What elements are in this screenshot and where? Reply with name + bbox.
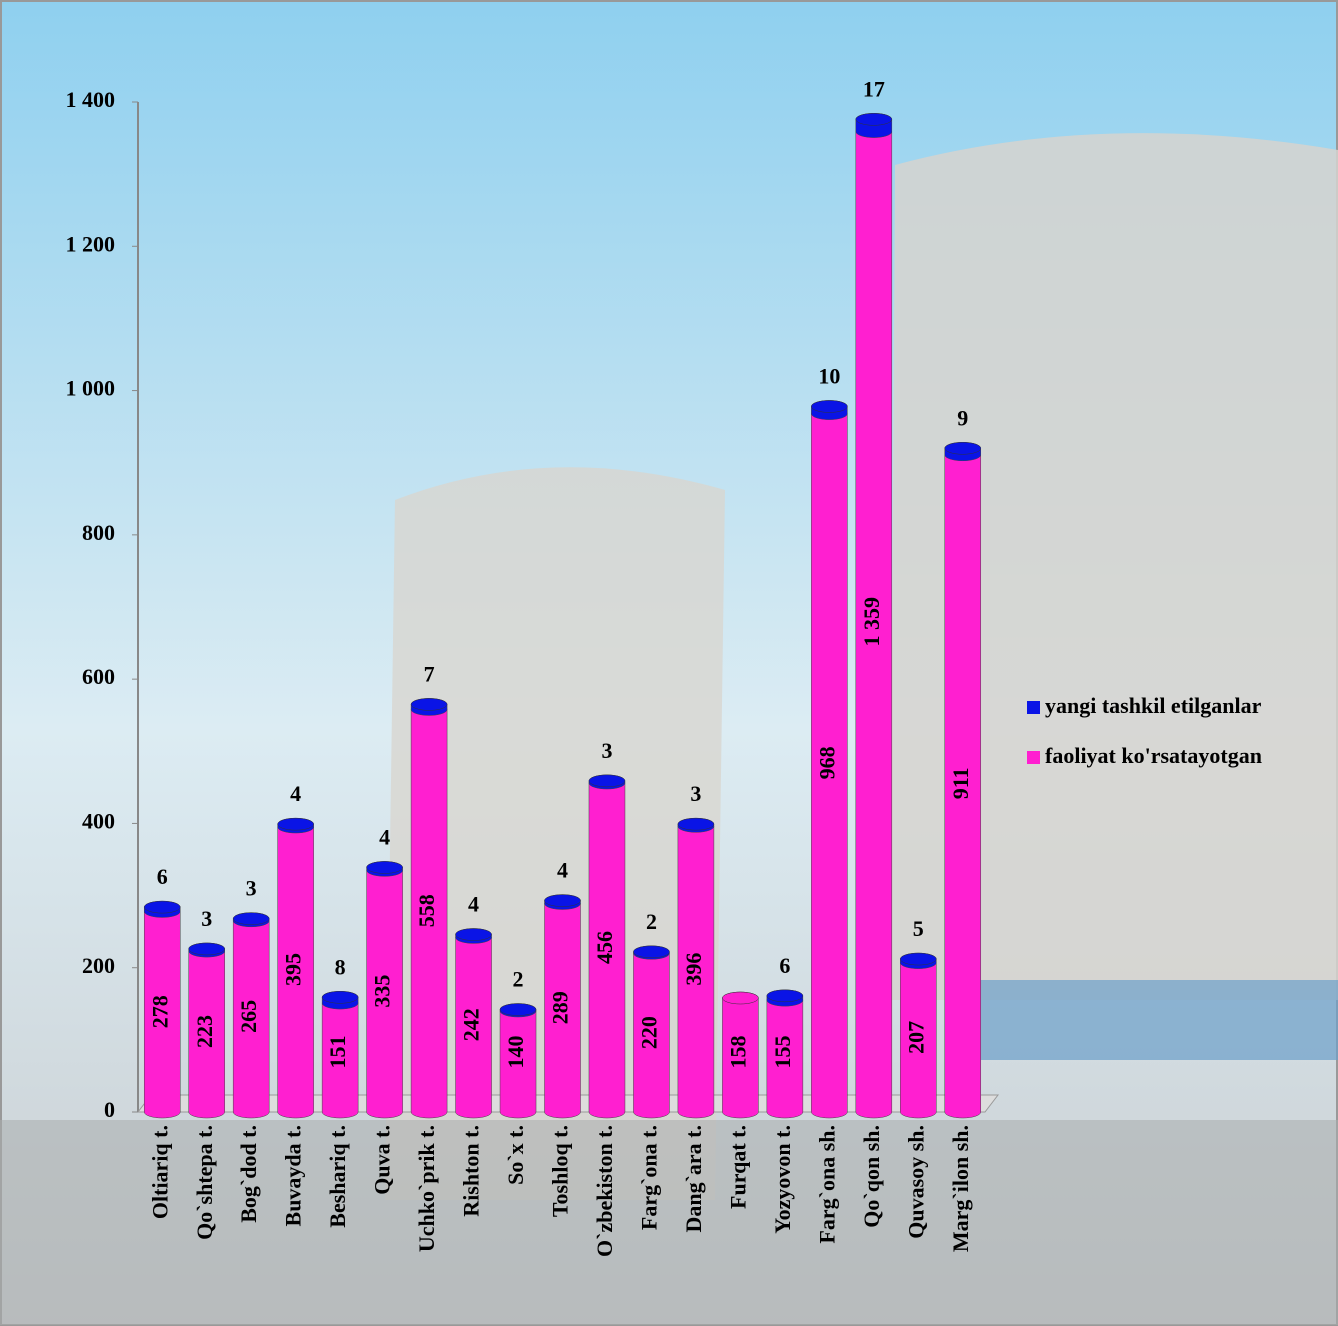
value-label: 9 [957, 405, 968, 430]
value-label: 151 [325, 1036, 350, 1069]
legend: yangi tashkil etilganlar faoliyat ko'rsat… [1027, 693, 1262, 768]
value-label: 223 [192, 1015, 217, 1048]
tower [890, 133, 1338, 1000]
bar-cap [766, 989, 804, 1003]
value-label: 10 [818, 363, 840, 388]
legend-label: yangi tashkil etilganlar [1045, 693, 1262, 718]
value-label: 3 [690, 781, 701, 806]
value-label: 158 [725, 1036, 750, 1069]
value-label: 6 [157, 864, 168, 889]
x-tick-label: Farg`ona t. [636, 1125, 661, 1230]
x-tick-label: So`x t. [503, 1125, 528, 1185]
x-tick-label: Qo`qon sh. [859, 1125, 884, 1228]
value-label: 207 [903, 1021, 928, 1054]
value-label: 278 [147, 995, 172, 1028]
y-tick-label: 1 200 [66, 231, 116, 256]
ground [0, 1120, 1338, 1325]
value-label: 8 [335, 954, 346, 979]
x-tick-label: Bog`dod t. [236, 1125, 261, 1223]
x-tick-label: Furqat t. [725, 1125, 750, 1209]
bar-cap [455, 928, 492, 941]
value-label: 6 [779, 953, 790, 978]
y-tick-label: 200 [82, 953, 115, 978]
value-label: 4 [468, 892, 479, 917]
x-tick-label: Beshariq t. [325, 1125, 350, 1228]
y-tick-label: 600 [82, 664, 115, 689]
y-tick-label: 800 [82, 520, 115, 545]
value-label: 395 [281, 953, 306, 986]
bar-cap [410, 698, 448, 711]
value-label: 265 [236, 1000, 261, 1033]
bar-cap [944, 442, 982, 455]
x-tick-label: Oltiariq t. [147, 1125, 172, 1219]
bar-cap [188, 942, 225, 956]
value-label: 335 [370, 975, 395, 1008]
value-label: 3 [246, 876, 257, 901]
bar-cap [232, 912, 270, 925]
x-tick-label: Toshloq t. [548, 1125, 573, 1217]
bar-cap [855, 113, 893, 126]
value-label: 289 [548, 991, 573, 1024]
bar-cap [143, 900, 181, 914]
bar-cap [544, 894, 581, 907]
value-label: 456 [592, 931, 617, 964]
x-tick-label: Quva t. [370, 1125, 395, 1195]
value-label: 4 [290, 781, 301, 806]
value-label: 3 [201, 906, 212, 931]
bar-cap [633, 945, 670, 959]
value-label: 155 [770, 1036, 795, 1069]
value-label: 2 [646, 909, 657, 934]
value-label: 7 [424, 661, 435, 686]
value-label: 1 359 [859, 597, 884, 647]
x-tick-label: Yozyovon t. [770, 1125, 795, 1234]
value-label: 2 [513, 967, 524, 992]
value-label: 4 [379, 824, 390, 849]
value-label: 5 [913, 916, 924, 941]
value-label: 242 [459, 1008, 484, 1041]
legend-swatch [1027, 701, 1040, 714]
building [980, 980, 1338, 1060]
value-label: 140 [503, 1036, 528, 1069]
x-tick-label: Quvasoy sh. [903, 1125, 928, 1239]
bar-cap [722, 991, 759, 1005]
x-tick-label: Qo`shtepa t. [192, 1125, 217, 1240]
bar-cap [900, 952, 937, 966]
value-label: 911 [948, 767, 973, 799]
y-tick-label: 400 [82, 808, 115, 833]
bar-cap [677, 817, 715, 831]
legend-label: faoliyat ko'rsatayotgan [1045, 743, 1262, 768]
x-tick-label: Buvayda t. [281, 1125, 306, 1226]
x-tick-label: Uchko`prik t. [414, 1125, 439, 1252]
bar-cap [499, 1003, 537, 1016]
bar-cap [588, 774, 626, 788]
x-tick-label: Dang`ara t. [681, 1125, 706, 1233]
bar-cap [366, 861, 403, 874]
value-label: 17 [863, 76, 885, 101]
y-tick-label: 1 000 [66, 376, 116, 401]
value-label: 3 [601, 738, 612, 763]
value-label: 220 [636, 1016, 661, 1049]
value-label: 4 [557, 858, 568, 883]
y-tick-label: 0 [104, 1097, 115, 1122]
value-label: 968 [814, 746, 839, 779]
value-label: 396 [681, 953, 706, 986]
x-tick-label: Marg`ilon sh. [948, 1125, 973, 1252]
bar-cap [321, 991, 359, 1004]
x-tick-label: Rishton t. [459, 1125, 484, 1217]
value-label: 558 [414, 894, 439, 927]
x-tick-label: O`zbekiston t. [592, 1125, 617, 1257]
bar-cap [811, 400, 848, 413]
bar-cap [277, 817, 314, 831]
y-tick-label: 1 400 [66, 87, 116, 112]
x-tick-label: Farg`ona sh. [814, 1125, 839, 1244]
legend-swatch [1027, 751, 1040, 764]
